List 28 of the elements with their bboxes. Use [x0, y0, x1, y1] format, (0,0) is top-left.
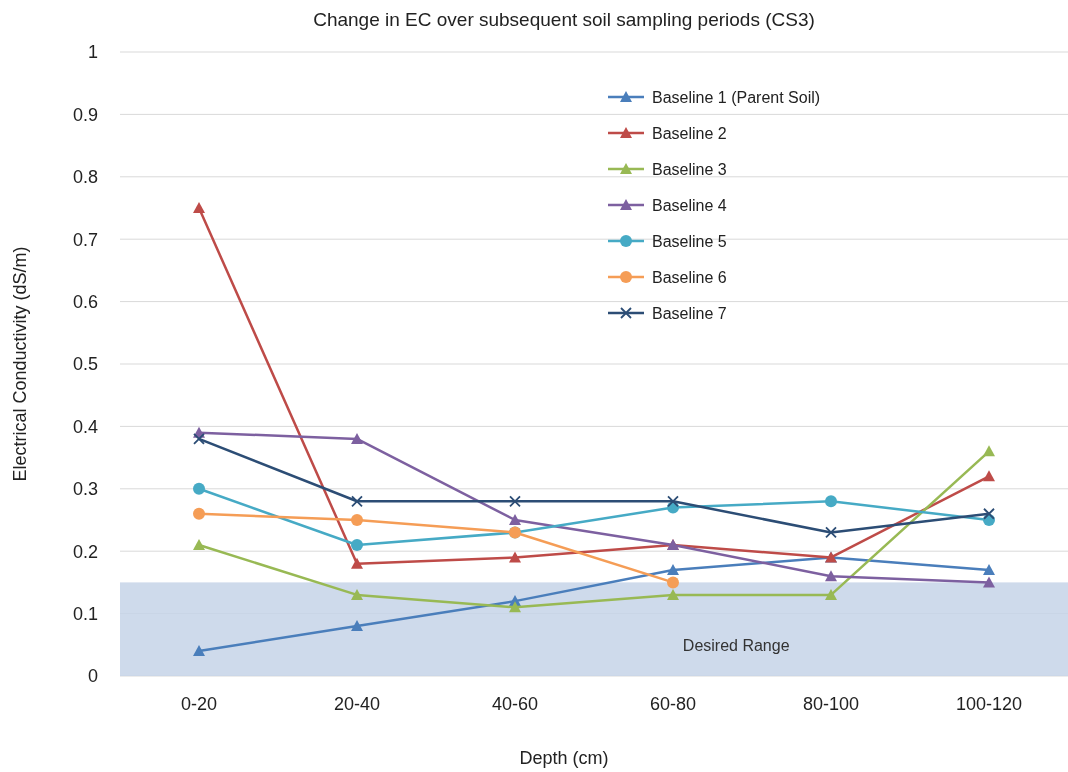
band-label: Desired Range: [682, 637, 790, 655]
legend-label: Baseline 5: [652, 232, 727, 250]
legend-label: Baseline 7: [652, 304, 727, 322]
x-tick-label: 60-80: [649, 694, 697, 714]
y-tick-label: 0: [87, 666, 98, 687]
legend-label: Baseline 3: [652, 160, 727, 178]
y-tick-label: 0.9: [72, 104, 98, 125]
y-tick-label: 0.3: [72, 479, 98, 500]
legend-label: Baseline 2: [652, 124, 727, 142]
y-axis-title: Electrical Conductivity (dS/m): [10, 246, 30, 482]
legend-label: Baseline 1 (Parent Soil): [652, 88, 821, 106]
y-tick-label: 0.7: [72, 229, 98, 250]
y-tick-label: 0.4: [72, 416, 98, 437]
y-tick-label: 0.8: [72, 167, 98, 188]
x-axis-title: Depth (cm): [519, 748, 609, 768]
y-tick-label: 0.6: [72, 291, 98, 312]
y-tick-label: 0.5: [72, 354, 98, 375]
legend-label: Baseline 4: [652, 196, 727, 214]
y-tick-label: 0.1: [72, 603, 98, 624]
x-tick-label: 0-20: [180, 694, 218, 714]
x-tick-label: 20-40: [333, 694, 381, 714]
legend-label: Baseline 6: [652, 268, 727, 286]
x-tick-label: 100-120: [955, 694, 1023, 714]
y-tick-label: 1: [87, 42, 98, 63]
y-tick-label: 0.2: [72, 541, 98, 562]
x-tick-label: 80-100: [802, 694, 860, 714]
x-tick-label: 40-60: [491, 694, 539, 714]
chart-title: Change in EC over subsequent soil sampling periods (CS3): [313, 9, 815, 30]
